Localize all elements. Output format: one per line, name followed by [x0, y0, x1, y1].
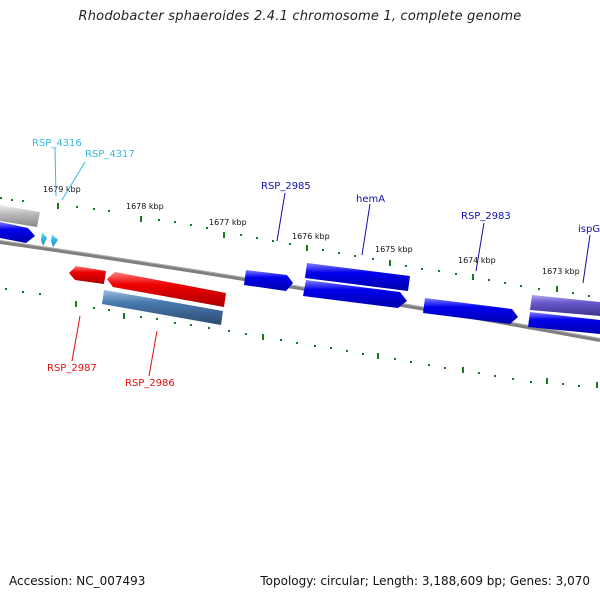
gene-upper-blue-2[interactable]: [303, 280, 407, 308]
label-ispg[interactable]: ispG: [578, 224, 600, 235]
lower-tick-scale: [5, 288, 598, 388]
label-hema[interactable]: hemA: [356, 194, 385, 205]
label-rsp-2985[interactable]: RSP_2985: [261, 181, 311, 192]
gene-rsp-2987[interactable]: [69, 266, 106, 284]
gene-red-2[interactable]: [107, 272, 226, 307]
genome-summary-text: Topology: circular; Length: 3,188,609 bp…: [260, 574, 590, 588]
tick-label-1679: 1679 kbp: [43, 185, 81, 194]
gene-grey-partial[interactable]: [0, 205, 40, 227]
gene-rsp-2983[interactable]: [423, 298, 518, 324]
map-title: Rhodobacter sphaeroides 2.4.1 chromosome…: [78, 9, 522, 24]
connector-ispg: [582, 234, 591, 284]
label-rsp-2983[interactable]: RSP_2983: [461, 211, 511, 222]
tick-label-1676: 1676 kbp: [292, 232, 330, 241]
tick-label-1678: 1678 kbp: [126, 202, 164, 211]
gene-hema[interactable]: [305, 263, 410, 291]
gene-rsp-4317[interactable]: [51, 234, 58, 247]
chromosome-backbone: [0, 240, 600, 342]
label-rsp-4316[interactable]: RSP_4316: [32, 138, 82, 149]
gene-rsp-4316[interactable]: [41, 232, 47, 246]
connector-rsp-2985: [276, 192, 286, 242]
connector-rsp-2987: [71, 315, 81, 362]
tick-label-1677: 1677 kbp: [209, 218, 247, 227]
label-rsp-2987[interactable]: RSP_2987: [47, 363, 97, 374]
label-rsp-2986[interactable]: RSP_2986: [125, 378, 175, 389]
tick-label-1675: 1675 kbp: [375, 245, 413, 254]
connector-hema: [361, 203, 371, 256]
gene-rsp-2986[interactable]: [102, 290, 223, 325]
gene-ispg[interactable]: [530, 295, 600, 316]
chromosome-backbone-highlight: [0, 240, 600, 339]
connector-rsp-2986: [148, 330, 158, 377]
tick-label-1673: 1673 kbp: [542, 267, 580, 276]
upper-tick-scale: [0, 197, 590, 297]
gene-blue-partial-right[interactable]: [528, 312, 600, 334]
connector-rsp-2983: [475, 222, 485, 272]
connector-rsp-4317: [61, 161, 86, 201]
gene-blue-partial-left[interactable]: [0, 222, 35, 243]
gene-rsp-2985[interactable]: [244, 270, 293, 291]
accession-text: Accession: NC_007493: [9, 574, 146, 588]
label-rsp-4317[interactable]: RSP_4317: [85, 149, 135, 160]
connector-rsp-4316: [54, 147, 57, 197]
tick-label-1674: 1674 kbp: [458, 256, 496, 265]
